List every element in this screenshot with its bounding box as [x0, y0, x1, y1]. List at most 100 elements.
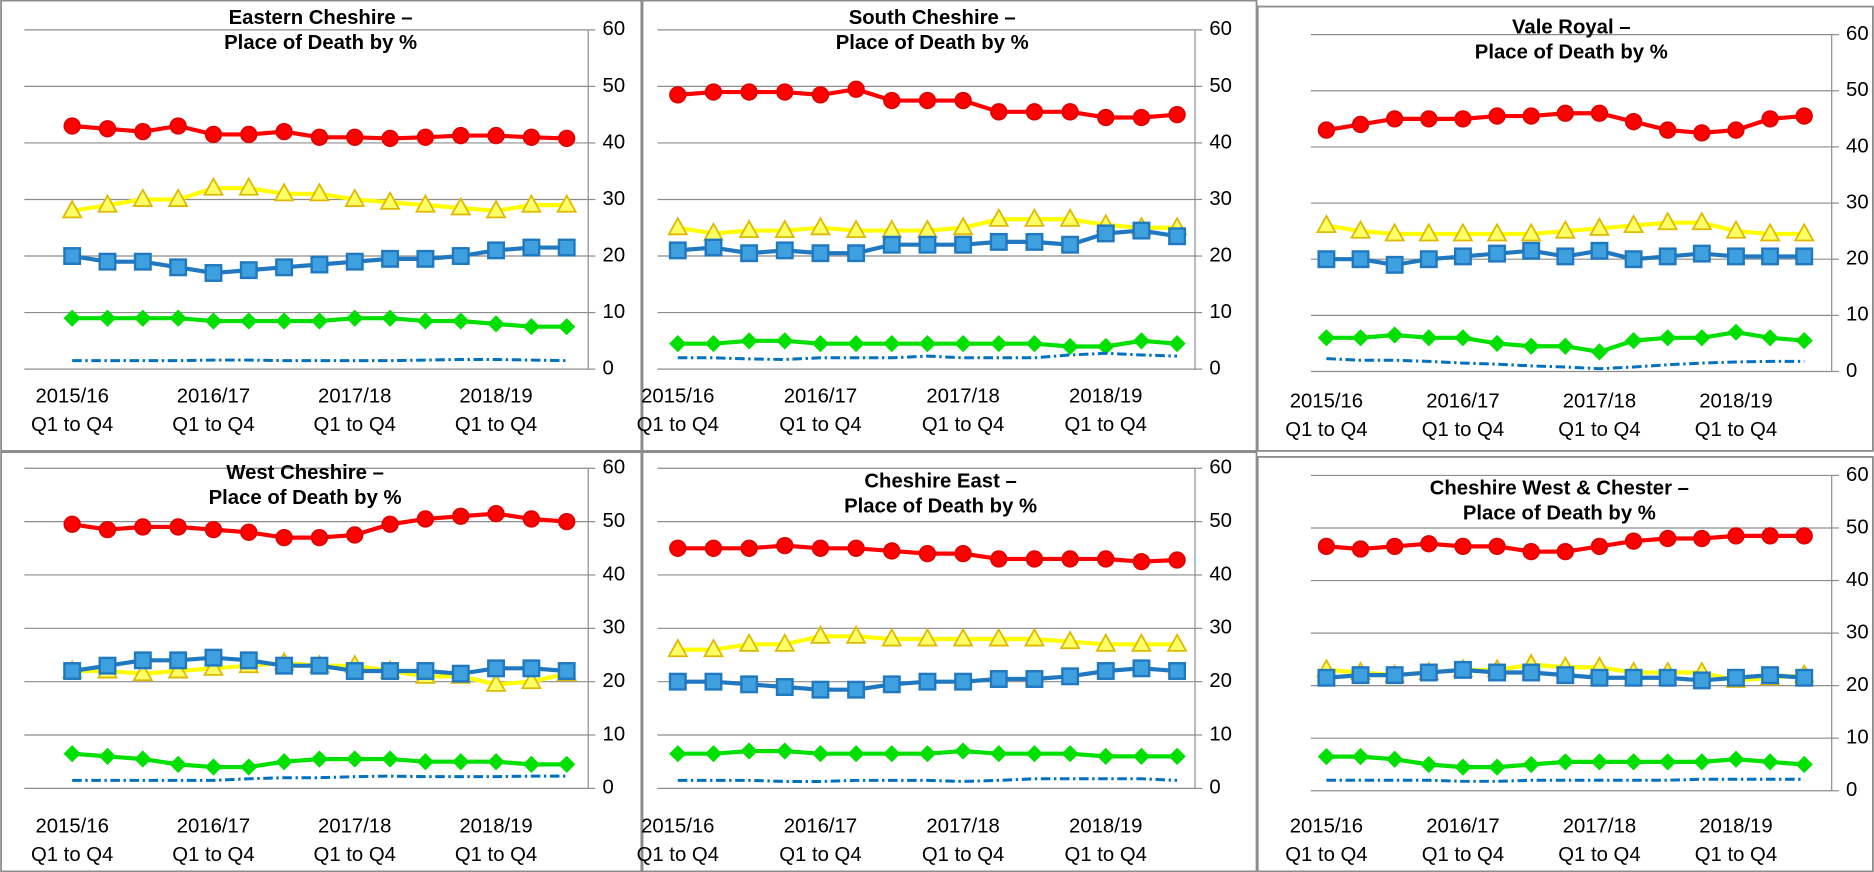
y-tick-label: 0 — [603, 357, 614, 379]
marker — [1095, 632, 1117, 652]
marker — [452, 507, 470, 525]
marker — [416, 249, 435, 268]
marker — [558, 129, 576, 148]
x-tick-label: 2017/18 Q1 to Q4 — [1558, 814, 1641, 867]
x-tick-label-box: 2016/17 Q1 to Q4 — [1422, 389, 1504, 440]
marker — [740, 244, 759, 263]
x-tick-label: 2018/19 Q1 to Q4 — [1064, 384, 1147, 436]
y-tick-label: 10 — [1846, 727, 1869, 749]
marker — [1061, 745, 1079, 763]
marker — [1386, 750, 1404, 768]
marker — [346, 750, 364, 768]
marker — [704, 539, 723, 557]
marker — [811, 335, 830, 353]
marker — [1317, 121, 1336, 139]
marker — [881, 627, 903, 647]
marker — [1795, 247, 1814, 266]
marker — [776, 742, 794, 760]
marker — [1488, 107, 1506, 125]
marker — [1520, 222, 1542, 242]
marker — [740, 539, 758, 557]
marker — [1317, 748, 1336, 766]
marker — [1166, 632, 1188, 652]
marker — [451, 664, 470, 683]
marker — [989, 670, 1008, 688]
marker — [1454, 329, 1472, 347]
marker — [1168, 662, 1187, 680]
marker — [916, 627, 938, 647]
marker — [1097, 747, 1115, 765]
y-tick-label: 50 — [603, 75, 626, 97]
marker — [1727, 121, 1745, 139]
marker — [704, 238, 723, 257]
marker — [204, 125, 223, 144]
marker — [346, 526, 364, 544]
marker — [414, 193, 436, 213]
marker — [775, 678, 794, 696]
marker — [1097, 108, 1115, 127]
marker — [1522, 107, 1540, 125]
marker — [1588, 216, 1610, 236]
x-tick-label: 2015/16 Q1 to Q4 — [636, 814, 719, 867]
marker — [774, 632, 796, 652]
x-tick-label: 2016/17 Q1 to Q4 — [172, 814, 255, 867]
marker — [811, 244, 830, 263]
marker — [1025, 232, 1044, 251]
marker — [776, 536, 794, 555]
marker — [704, 745, 723, 763]
y-tick-label: 20 — [603, 244, 626, 266]
marker — [379, 190, 401, 210]
marker — [310, 128, 329, 146]
marker — [133, 252, 152, 271]
marker — [1759, 222, 1781, 242]
marker — [1693, 329, 1711, 347]
marker — [204, 520, 223, 539]
marker — [381, 515, 399, 533]
marker — [740, 675, 759, 694]
marker — [452, 312, 470, 330]
marker — [667, 638, 689, 658]
marker — [1452, 222, 1474, 242]
marker — [1351, 666, 1370, 685]
marker — [487, 753, 505, 771]
marker — [63, 662, 82, 680]
marker — [1132, 108, 1151, 127]
marker — [344, 188, 366, 207]
y-tick-label: 60 — [1846, 23, 1869, 45]
marker — [1657, 211, 1679, 231]
marker — [558, 512, 576, 531]
y-tick-label: 0 — [1846, 360, 1857, 382]
marker — [1556, 337, 1574, 355]
marker — [1061, 103, 1079, 121]
marker — [990, 745, 1008, 763]
marker — [1132, 659, 1151, 678]
marker — [1025, 745, 1044, 763]
marker — [1761, 110, 1779, 128]
marker — [988, 207, 1010, 227]
marker — [169, 258, 188, 277]
marker — [416, 662, 435, 680]
marker — [847, 80, 865, 98]
x-tick-label-box: 2016/17 Q1 to Q4 — [779, 385, 861, 436]
marker — [346, 128, 364, 146]
x-tick-label-box: 2017/18 Q1 to Q4 — [314, 815, 396, 866]
y-tick-label: 30 — [1846, 191, 1869, 213]
marker — [1795, 332, 1813, 350]
panel-border — [1256, 5, 1874, 452]
marker — [954, 235, 973, 254]
marker — [1488, 537, 1506, 556]
marker — [1522, 337, 1540, 355]
marker — [167, 188, 189, 207]
x-tick-label-box: 2017/18 Q1 to Q4 — [922, 385, 1004, 436]
marker — [1522, 241, 1541, 260]
marker — [776, 83, 794, 101]
marker — [882, 675, 901, 694]
marker — [1658, 247, 1677, 266]
marker — [1693, 529, 1711, 548]
marker — [952, 627, 974, 647]
marker — [1097, 550, 1115, 568]
chart-title-box: Cheshire East – Place of Death by % — [844, 469, 1037, 517]
marker — [239, 261, 258, 280]
y-tick-label: 0 — [1209, 777, 1220, 799]
series-line — [1326, 777, 1805, 783]
